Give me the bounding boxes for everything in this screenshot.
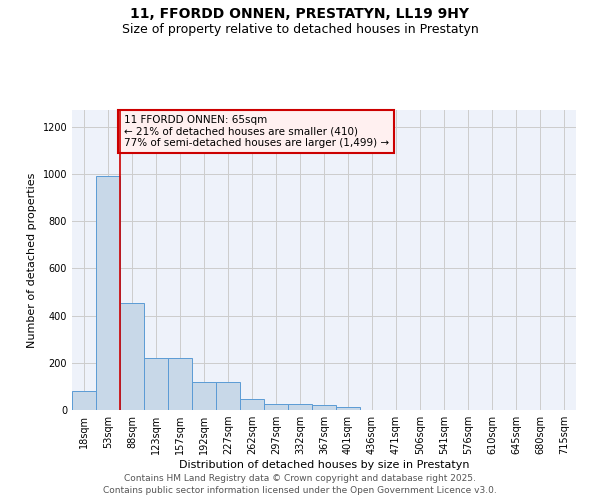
Bar xyxy=(96,176,120,410)
Bar xyxy=(264,404,288,410)
Bar xyxy=(216,382,240,410)
Text: Size of property relative to detached houses in Prestatyn: Size of property relative to detached ho… xyxy=(122,22,478,36)
Text: 11 FFORDD ONNEN: 65sqm
← 21% of detached houses are smaller (410)
77% of semi-de: 11 FFORDD ONNEN: 65sqm ← 21% of detached… xyxy=(124,114,389,148)
X-axis label: Distribution of detached houses by size in Prestatyn: Distribution of detached houses by size … xyxy=(179,460,469,470)
Bar xyxy=(336,407,360,410)
Text: Contains HM Land Registry data © Crown copyright and database right 2025.
Contai: Contains HM Land Registry data © Crown c… xyxy=(103,474,497,495)
Bar xyxy=(312,406,336,410)
Bar xyxy=(192,382,216,410)
Bar xyxy=(72,391,96,410)
Y-axis label: Number of detached properties: Number of detached properties xyxy=(27,172,37,348)
Bar xyxy=(120,302,144,410)
Bar xyxy=(240,398,264,410)
Bar xyxy=(288,404,312,410)
Bar xyxy=(144,358,168,410)
Bar xyxy=(168,358,192,410)
Text: 11, FFORDD ONNEN, PRESTATYN, LL19 9HY: 11, FFORDD ONNEN, PRESTATYN, LL19 9HY xyxy=(131,8,470,22)
